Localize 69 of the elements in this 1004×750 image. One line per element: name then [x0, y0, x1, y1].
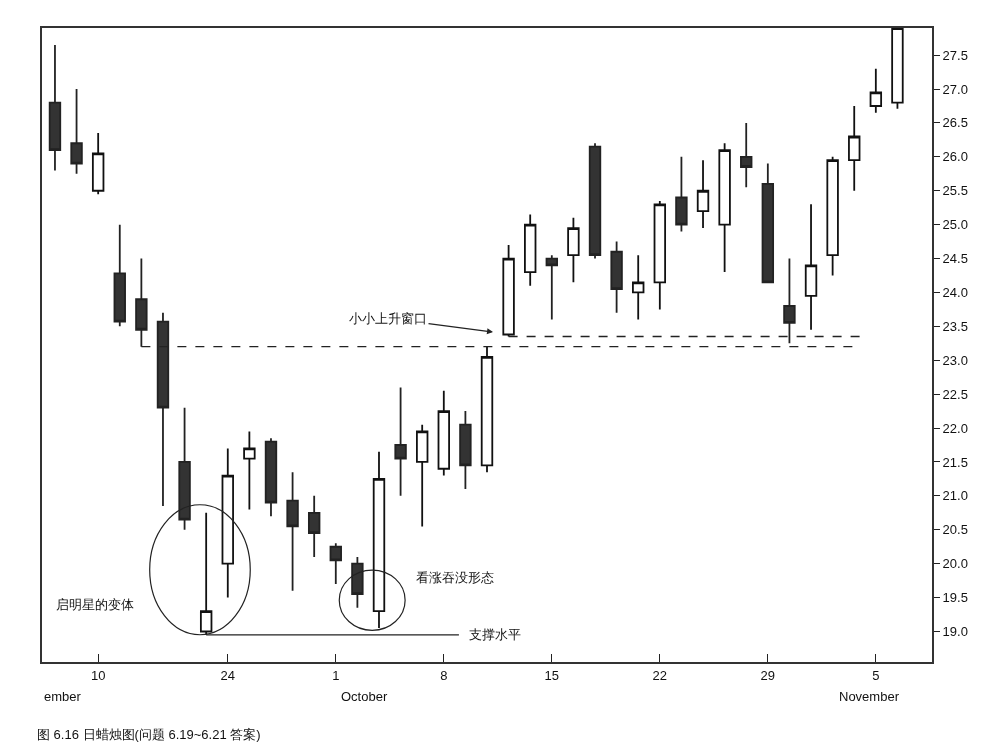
- candlestick: [199, 511, 213, 636]
- candlestick: [70, 88, 83, 175]
- y-tick-label: 22.0: [942, 420, 968, 436]
- candlestick: [675, 155, 688, 233]
- candlestick: [610, 240, 623, 314]
- text: ember: [44, 689, 82, 704]
- candlestick: [264, 437, 278, 518]
- candlestick: [329, 542, 342, 585]
- candlestick: [480, 345, 494, 474]
- y-tick-label: 20.0: [942, 556, 968, 572]
- candlestick: [545, 254, 558, 321]
- y-tick-label: 21.0: [942, 488, 968, 504]
- y-tick-label: 19.5: [942, 590, 968, 606]
- y-tick-label: 25.5: [942, 183, 968, 199]
- caption: 图 6.16 日蜡烛图(问题 6.19~6.21 答案): [37, 727, 261, 742]
- candlestick: [718, 142, 731, 274]
- y-tick-label: 25.0: [942, 217, 968, 233]
- candlestick: [740, 122, 753, 189]
- candlestick: [394, 386, 407, 497]
- candlestick: [459, 410, 472, 490]
- x-tick-label: 1: [332, 667, 340, 683]
- candlestick: [696, 159, 710, 229]
- y-tick-label: 20.5: [942, 522, 968, 538]
- x-tick-label: 10: [90, 667, 106, 683]
- text: October: [341, 689, 388, 704]
- y-tick-label: 22.5: [942, 386, 968, 402]
- text: November: [839, 689, 900, 704]
- y-tick-label: 24.0: [942, 285, 968, 300]
- x-tick-label: 5: [872, 667, 880, 683]
- candlestick: [286, 471, 299, 592]
- y-tick-label: 26.0: [942, 149, 968, 165]
- y-tick-label: 27.0: [942, 81, 968, 97]
- ref-line-label: 支撑水平: [469, 627, 521, 642]
- y-tick-label: 23.0: [942, 352, 968, 368]
- x-tick-label: 29: [760, 667, 776, 683]
- candlestick: [869, 67, 883, 114]
- candlestick: [524, 213, 537, 287]
- candlestick: [243, 430, 256, 511]
- candlestick: [48, 44, 62, 172]
- candlestick: [113, 223, 126, 328]
- annotation: 看涨吞没形态: [416, 570, 494, 585]
- annotation: 启明星的变体: [56, 597, 134, 612]
- candlestick: [826, 155, 839, 277]
- y-tick-label: 21.5: [942, 454, 968, 470]
- candlestick: [437, 389, 450, 477]
- candlestick: [221, 447, 234, 599]
- candlestick: [891, 28, 904, 110]
- y-tick-label: 19.0: [942, 624, 968, 640]
- candlestick: [307, 494, 321, 558]
- y-tick-label: 27.5: [942, 47, 968, 63]
- candlestick: [416, 423, 429, 528]
- candlestick: [91, 132, 105, 196]
- candlestick: [588, 142, 602, 260]
- annotation: 小小上升窗口: [349, 311, 427, 326]
- candlestick: [632, 254, 645, 321]
- y-tick-label: 26.5: [942, 115, 968, 131]
- x-tick-label: 15: [544, 667, 560, 683]
- x-tick-label: 22: [652, 667, 668, 683]
- candlestick: [653, 200, 667, 311]
- candlestick: [567, 216, 580, 284]
- candlestick: [848, 105, 861, 192]
- candlestick: [804, 203, 818, 331]
- candlestick: [372, 450, 386, 629]
- y-tick-label: 23.5: [942, 318, 968, 334]
- x-tick-label: 24: [220, 667, 236, 683]
- x-tick-label: 8: [440, 667, 448, 683]
- y-tick-label: 24.5: [942, 251, 968, 267]
- candlestick: [761, 162, 775, 284]
- candlestick: [502, 244, 515, 338]
